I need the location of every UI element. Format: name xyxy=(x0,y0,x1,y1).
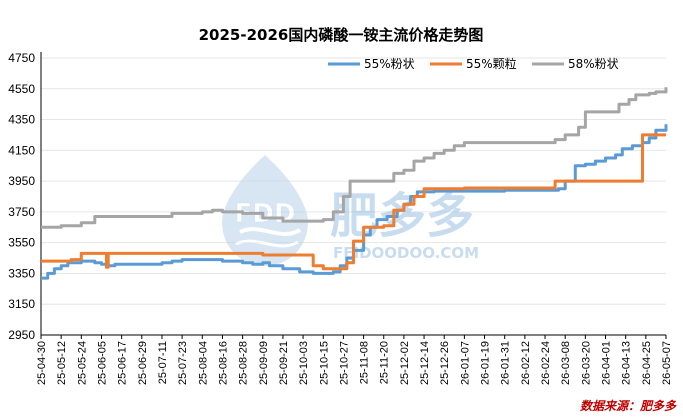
x-tick-label: 25-12-14 xyxy=(419,341,431,385)
series-line-3 xyxy=(41,87,668,229)
watermark-drop-logo xyxy=(222,155,308,266)
y-tick-label: 3750 xyxy=(8,205,35,219)
x-tick-label: 25-11-08 xyxy=(359,341,371,384)
x-tick-label: 25-10-03 xyxy=(298,341,310,385)
x-tick-label: 25-06-05 xyxy=(96,341,108,385)
x-tick-label: 26-04-01 xyxy=(601,341,613,385)
x-tick-label: 25-08-04 xyxy=(197,341,209,385)
legend-label-2: 55%颗粒 xyxy=(466,56,517,71)
source-note: 数据来源：肥多多 xyxy=(580,399,677,413)
x-tick-label: 26-02-24 xyxy=(540,341,552,385)
x-tick-label: 26-02-12 xyxy=(520,341,532,385)
x-tick-label: 25-05-12 xyxy=(56,341,68,385)
x-tick-label: 25-11-20 xyxy=(379,341,391,384)
y-tick-label: 3350 xyxy=(8,266,35,280)
y-tick-label: 4150 xyxy=(8,143,35,157)
x-tick-label: 25-04-30 xyxy=(36,341,48,385)
y-tick-label: 4750 xyxy=(8,51,35,65)
legend-label-3: 58%粉状 xyxy=(568,57,619,71)
x-tick-label: 25-05-24 xyxy=(76,341,88,385)
x-tick-label: 25-08-16 xyxy=(217,341,229,385)
x-tick-label: 25-12-02 xyxy=(399,341,411,385)
legend-label-1: 55%粉状 xyxy=(364,57,415,71)
x-tick-label: 25-06-17 xyxy=(117,341,129,385)
x-tick-label: 25-12-26 xyxy=(439,341,451,385)
chart-title: 2025-2026国内磷酸一铵主流价格走势图 xyxy=(199,26,484,44)
x-tick-label: 26-01-07 xyxy=(459,341,471,385)
y-tick-label: 3950 xyxy=(8,174,35,188)
x-tick-label: 26-01-19 xyxy=(480,341,492,385)
series-lines xyxy=(41,87,668,280)
x-tick-label: 25-10-15 xyxy=(318,341,330,385)
watermark-brand-cn: 肥多多 xyxy=(330,188,474,244)
x-tick-label: 25-07-11 xyxy=(157,341,169,384)
x-tick-label: 25-07-23 xyxy=(177,341,189,385)
series-line-2 xyxy=(41,133,666,271)
x-tick-label: 26-03-08 xyxy=(560,341,572,385)
watermark: FDD 肥多多 FEIDOODOO.COM xyxy=(222,155,479,266)
x-tick-label: 25-10-27 xyxy=(338,341,350,385)
x-tick-label: 25-09-09 xyxy=(258,341,270,385)
legend: 55%粉状 55%颗粒 58%粉状 xyxy=(328,56,619,71)
x-tick-label: 26-05-07 xyxy=(661,341,673,385)
y-tick-label: 3550 xyxy=(8,236,35,250)
x-tick-label: 25-09-21 xyxy=(278,341,290,385)
axes: 2950 3150 3350 3550 3750 3950 4150 4350 4550 4750… xyxy=(8,51,673,385)
y-tick-label: 4350 xyxy=(8,113,35,127)
y-tick-label: 3150 xyxy=(8,297,35,311)
x-tick-label: 26-03-20 xyxy=(580,341,592,385)
x-tick-label: 26-04-13 xyxy=(621,341,633,385)
x-tick-label: 26-04-25 xyxy=(641,341,653,385)
watermark-domain: FEIDOODOO.COM xyxy=(333,244,479,262)
y-tick-label: 2950 xyxy=(8,328,35,342)
x-tick-label: 25-08-28 xyxy=(238,341,250,385)
y-tick-label: 4550 xyxy=(8,82,35,96)
x-tick-label: 26-01-31 xyxy=(500,341,512,385)
x-tick-label: 25-06-29 xyxy=(137,341,149,385)
